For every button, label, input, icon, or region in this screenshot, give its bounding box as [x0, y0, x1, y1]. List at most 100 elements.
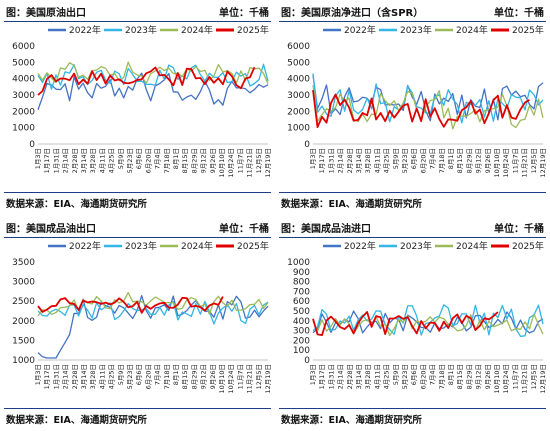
panel-header: 图：美国成品油出口 单位：千桶 [6, 218, 269, 236]
x-tick-label: 3月14日 [80, 364, 88, 389]
y-tick-label: 1000 [287, 258, 310, 268]
panel-crude-exports: 图：美国原油出口 单位：千桶 2022年 2023年 2024年 2025年 0 1000… [0, 0, 275, 215]
x-tick-label: 8月15日 [181, 364, 189, 389]
x-tick-label: 5月23日 [126, 148, 134, 173]
x-tick-label: 9月12日 [475, 148, 483, 173]
series-line-2025 [37, 66, 256, 96]
x-tick-label: 12月5日 [255, 148, 263, 173]
x-tick-label: 6月20日 [419, 148, 427, 173]
footer-rule [279, 192, 546, 193]
x-tick-label: 11月21日 [246, 364, 254, 394]
x-tick-label: 10月24日 [502, 364, 510, 394]
x-tick-label: 4月11日 [373, 364, 381, 389]
x-tick-label: 8月1日 [447, 364, 455, 385]
y-tick-label: 1000 [12, 124, 35, 134]
x-tick-label: 2月14日 [62, 148, 70, 173]
x-tick-label: 9月12日 [200, 148, 208, 173]
y-tick-label: 200 [293, 336, 310, 346]
legend-label-2024: 2024年 [456, 24, 488, 36]
x-tick-label: 6月20日 [144, 364, 152, 389]
series-line-2025 [312, 89, 530, 129]
y-tick-label: 2000 [12, 317, 35, 327]
x-tick-label: 7月4日 [429, 148, 437, 169]
crude-exports-chart: 2022年 2023年 2024年 2025年 0 1000 2000 3000 4000 500… [12, 24, 272, 178]
x-tick-label: 12月5日 [530, 148, 538, 173]
y-tick-label: 1000 [287, 124, 310, 134]
source-note: 数据来源：EIA、海通期货研究所 [6, 199, 147, 210]
series-line-2025 [312, 311, 499, 336]
x-tick-label: 1月31日 [327, 148, 335, 173]
x-tick-label: 8月15日 [456, 364, 464, 389]
crude-net-imports-chart: 2022年 2023年 2024年 2025年 0 1000 2000 3000 4000 500… [287, 24, 547, 178]
y-tick-label: 5000 [12, 58, 35, 68]
x-tick-label: 4月11日 [373, 148, 381, 173]
x-tick-label: 1月31日 [327, 364, 335, 389]
x-tick-label: 5月23日 [401, 148, 409, 173]
header-rule [4, 237, 271, 238]
y-tick-label: 5000 [287, 58, 310, 68]
x-tick-label: 3月28日 [89, 364, 97, 389]
y-tick-label: 3000 [12, 91, 35, 101]
x-tick-label: 12月19日 [539, 364, 547, 394]
x-tick-label: 11月21日 [521, 148, 529, 178]
y-tick-label: 600 [293, 297, 310, 307]
y-tick-label: 3500 [12, 258, 35, 268]
x-tick-label: 8月29日 [465, 148, 473, 173]
x-tick-label: 11月7日 [236, 364, 244, 389]
x-tick-label: 10月24日 [502, 148, 510, 178]
x-tick-label: 7月18日 [163, 364, 171, 389]
x-tick-label: 3月14日 [355, 364, 363, 389]
legend-label-2025: 2025年 [512, 24, 544, 36]
series-line-2023 [312, 73, 544, 124]
x-tick-label: 5月9日 [392, 364, 400, 385]
source-note: 数据来源：EIA、海通期货研究所 [281, 199, 422, 210]
x-tick-label: 1月17日 [318, 364, 326, 389]
x-tick-label: 11月7日 [236, 148, 244, 173]
y-tick-label: 6000 [12, 42, 35, 52]
y-tick-label: 100 [293, 346, 310, 356]
x-tick-label: 1月31日 [52, 148, 60, 173]
x-tick-label: 12月5日 [530, 364, 538, 389]
product-imports-chart: 2022年 2023年 2024年 2025年01002003004005006007… [287, 240, 547, 394]
x-tick-label: 12月19日 [539, 148, 547, 178]
panel-unit: 单位：千桶 [219, 223, 269, 235]
x-tick-label: 3月28日 [364, 148, 372, 173]
x-tick-label: 2月28日 [71, 148, 79, 173]
x-tick-label: 7月4日 [154, 148, 162, 169]
series-line-2023 [37, 300, 269, 325]
x-tick-label: 8月15日 [181, 148, 189, 173]
x-tick-label: 2月28日 [71, 364, 79, 389]
panel-title: 图：美国原油出口 [6, 7, 86, 19]
panel-product-imports: 图：美国成品油进口 单位：千桶 2022年 2023年 2024年 2025年 0 100… [275, 216, 550, 431]
y-tick-label: 800 [293, 278, 310, 288]
x-tick-label: 3月14日 [80, 148, 88, 173]
x-tick-label: 3月14日 [355, 148, 363, 173]
panel-crude-net-imports: 图：美国原油净进口（含SPR） 单位：千桶 2022年 2023年 2024年 202… [275, 0, 550, 215]
x-tick-label: 8月15日 [456, 148, 464, 173]
x-tick-label: 1月17日 [318, 148, 326, 173]
legend: 2022年 2023年 2024年 2025年 [323, 240, 544, 252]
header-rule [279, 237, 546, 238]
x-tick-label: 6月6日 [135, 148, 143, 169]
panel-header: 图：美国原油出口 单位：千桶 [6, 2, 269, 20]
series-line-2022 [312, 310, 544, 334]
panel-unit: 单位：千桶 [494, 223, 544, 235]
x-tick-label: 12月19日 [264, 148, 272, 178]
x-tick-label: 7月18日 [438, 148, 446, 173]
x-tick-label: 9月12日 [200, 364, 208, 389]
y-tick-label: 6000 [287, 42, 310, 52]
x-tick-label: 1月3日 [34, 148, 42, 169]
source-note: 数据来源：EIA、海通期货研究所 [281, 415, 422, 426]
y-tick-label: 500 [293, 307, 310, 317]
x-tick-label: 5月23日 [401, 364, 409, 389]
header-rule [279, 21, 546, 22]
legend-label-2022: 2022年 [344, 240, 376, 252]
x-tick-label: 11月21日 [521, 364, 529, 394]
y-tick-label: 700 [293, 287, 310, 297]
x-tick-label: 2月14日 [62, 364, 70, 389]
y-tick-label: 2000 [12, 107, 35, 117]
x-tick-label: 3月28日 [89, 148, 97, 173]
panel-title: 图：美国原油净进口（含SPR） [281, 7, 424, 19]
x-tick-label: 4月11日 [98, 148, 106, 173]
panel-title: 图：美国成品油进口 [281, 223, 371, 235]
